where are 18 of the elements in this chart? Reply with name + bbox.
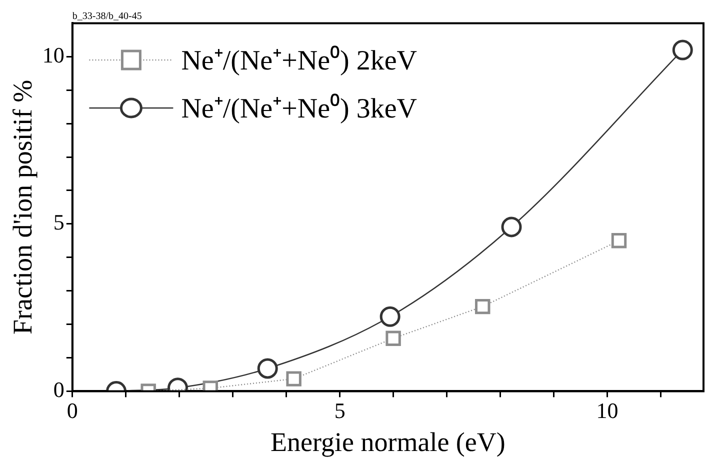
- y-tick-label: 5: [53, 210, 64, 235]
- y-tick-label: 10: [42, 42, 64, 68]
- y-tick-label: 0: [53, 376, 64, 402]
- point: [286, 371, 302, 386]
- point: [501, 216, 522, 238]
- point: [386, 330, 401, 346]
- point: [672, 40, 693, 60]
- point: [380, 306, 400, 327]
- legend-label: Ne⁺/(Ne⁺+Ne⁰) 2keV: [181, 45, 418, 76]
- point: [257, 358, 278, 379]
- y-axis-title: Fraction d'ion positif %: [7, 80, 38, 334]
- legend-label: Ne⁺/(Ne⁺+Ne⁰) 3keV: [181, 93, 418, 124]
- point: [475, 298, 490, 314]
- text: b_33-38/b_40-45: [72, 10, 142, 22]
- point: [611, 233, 627, 248]
- x-axis-title: Energie normale (eV): [270, 426, 506, 457]
- x-tick-label: 5: [334, 398, 346, 424]
- x-tick-label: 10: [596, 398, 618, 424]
